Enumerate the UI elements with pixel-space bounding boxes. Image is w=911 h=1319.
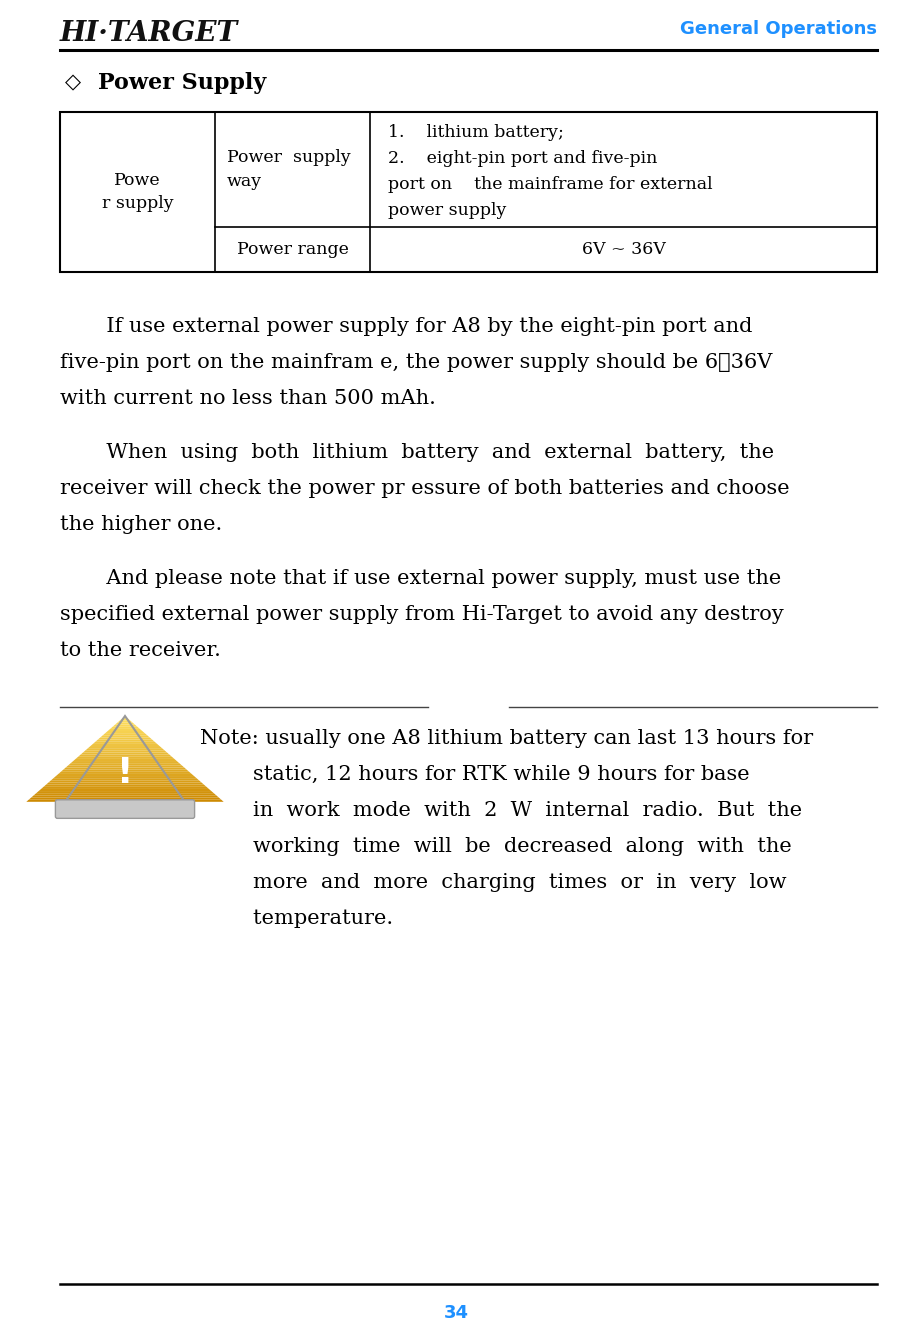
- Polygon shape: [44, 785, 206, 787]
- Text: receiver will check the power pr essure of both batteries and choose: receiver will check the power pr essure …: [60, 479, 789, 499]
- Polygon shape: [105, 731, 145, 733]
- Polygon shape: [107, 729, 142, 731]
- Polygon shape: [90, 744, 159, 747]
- Polygon shape: [80, 752, 169, 754]
- Text: to the receiver.: to the receiver.: [60, 641, 220, 660]
- Text: static, 12 hours for RTK while 9 hours for base: static, 12 hours for RTK while 9 hours f…: [200, 765, 749, 783]
- Polygon shape: [31, 795, 219, 798]
- Text: working  time  will  be  decreased  along  with  the: working time will be decreased along wit…: [200, 838, 791, 856]
- Text: ◇: ◇: [65, 73, 81, 92]
- Polygon shape: [29, 798, 221, 799]
- Text: If use external power supply for A8 by the eight-pin port and: If use external power supply for A8 by t…: [60, 317, 752, 336]
- Text: more  and  more  charging  times  or  in  very  low: more and more charging times or in very …: [200, 873, 785, 892]
- Polygon shape: [73, 758, 177, 761]
- Text: Power Supply: Power Supply: [97, 73, 266, 94]
- Polygon shape: [96, 740, 155, 741]
- Text: in  work  mode  with  2  W  internal  radio.  But  the: in work mode with 2 W internal radio. Bu…: [200, 801, 802, 820]
- Text: the higher one.: the higher one.: [60, 514, 222, 534]
- Text: When  using  both  lithium  battery  and  external  battery,  the: When using both lithium battery and exte…: [60, 443, 773, 462]
- Polygon shape: [56, 774, 194, 776]
- Text: Note: usually one A8 lithium battery can last 13 hours for: Note: usually one A8 lithium battery can…: [200, 729, 813, 748]
- Polygon shape: [115, 723, 135, 724]
- Polygon shape: [41, 787, 209, 789]
- Polygon shape: [58, 772, 191, 774]
- Polygon shape: [71, 761, 179, 764]
- Text: 2.    eight-pin port and five-pin: 2. eight-pin port and five-pin: [387, 150, 657, 168]
- Polygon shape: [78, 754, 171, 757]
- Text: General Operations: General Operations: [680, 20, 876, 38]
- Polygon shape: [68, 764, 181, 765]
- Polygon shape: [93, 741, 157, 744]
- Polygon shape: [118, 720, 132, 723]
- Polygon shape: [100, 735, 149, 737]
- Polygon shape: [46, 782, 204, 785]
- Text: 1.    lithium battery;: 1. lithium battery;: [387, 124, 563, 141]
- Text: And please note that if use external power supply, must use the: And please note that if use external pow…: [60, 568, 781, 588]
- Text: temperature.: temperature.: [200, 909, 393, 929]
- Polygon shape: [86, 748, 164, 751]
- Text: specified external power supply from Hi-Target to avoid any destroy: specified external power supply from Hi-…: [60, 605, 783, 624]
- Polygon shape: [61, 769, 189, 772]
- Text: 6V ~ 36V: 6V ~ 36V: [581, 241, 665, 259]
- Text: five-pin port on the mainfram e, the power supply should be 6～36V: five-pin port on the mainfram e, the pow…: [60, 353, 772, 372]
- Text: !: !: [117, 756, 133, 790]
- Polygon shape: [26, 799, 223, 802]
- Polygon shape: [34, 793, 216, 795]
- Polygon shape: [66, 765, 184, 768]
- Polygon shape: [36, 791, 213, 793]
- Text: Powe
r supply: Powe r supply: [101, 171, 173, 212]
- Polygon shape: [110, 727, 139, 729]
- Polygon shape: [63, 768, 187, 769]
- FancyBboxPatch shape: [56, 799, 194, 818]
- Polygon shape: [97, 737, 152, 740]
- Text: with current no less than 500 mAh.: with current no less than 500 mAh.: [60, 389, 435, 408]
- Polygon shape: [87, 747, 162, 748]
- Polygon shape: [54, 776, 196, 778]
- Text: 34: 34: [443, 1304, 468, 1319]
- Text: Power  supply
way: Power supply way: [227, 149, 351, 190]
- Text: power supply: power supply: [387, 202, 506, 219]
- Polygon shape: [113, 724, 138, 727]
- Polygon shape: [103, 733, 147, 735]
- Bar: [60, 112, 876, 272]
- Polygon shape: [120, 718, 129, 720]
- Text: HI·TARGET: HI·TARGET: [60, 20, 238, 47]
- Text: Power range: Power range: [236, 241, 348, 259]
- Polygon shape: [51, 778, 199, 781]
- Polygon shape: [76, 757, 174, 758]
- Polygon shape: [48, 781, 201, 782]
- Polygon shape: [83, 751, 167, 752]
- Text: port on    the mainframe for external: port on the mainframe for external: [387, 175, 711, 193]
- Polygon shape: [38, 789, 211, 791]
- Polygon shape: [122, 716, 128, 718]
